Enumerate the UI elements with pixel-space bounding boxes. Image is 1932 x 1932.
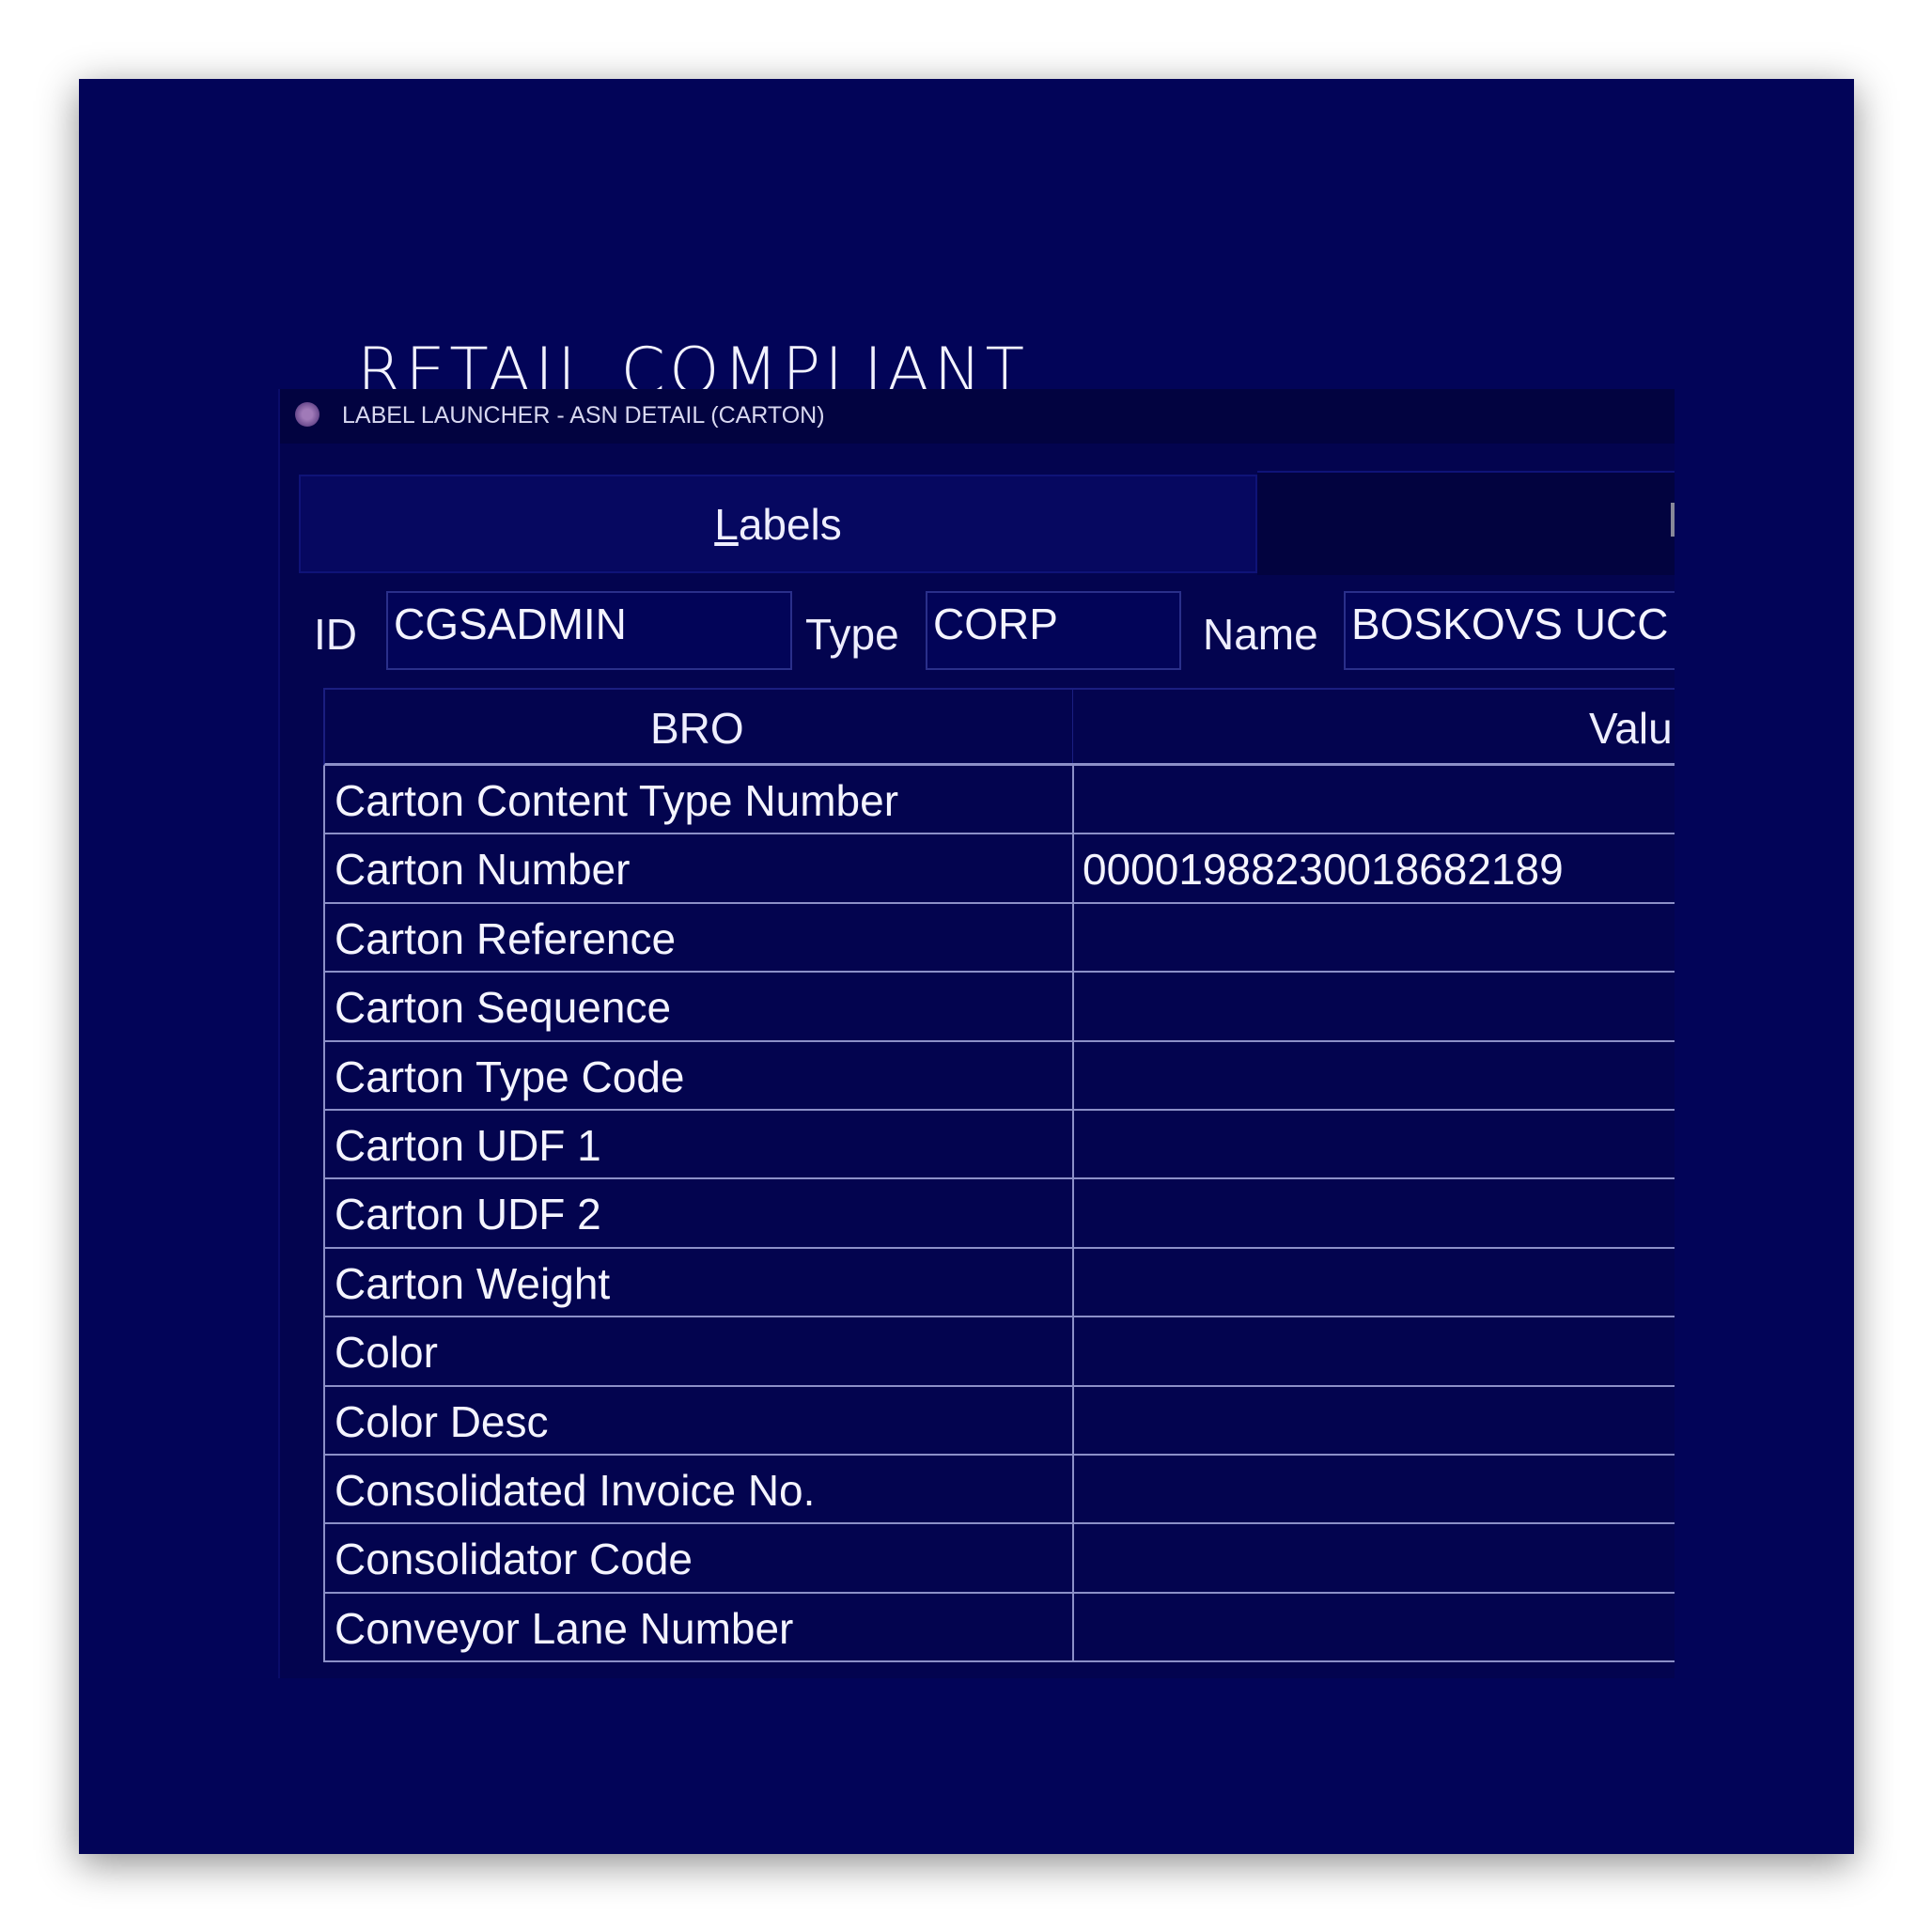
tab-label: abels [738,499,842,549]
tab-edge-mark [1671,503,1675,537]
bro-cell: Color Desc [335,1396,549,1446]
window-status-icon [295,402,319,427]
bro-cell: Carton Number [335,845,631,895]
name-field[interactable]: BOSKOVS UCC [1344,591,1675,670]
tab-other[interactable] [1257,471,1675,575]
window-title: LABEL LAUNCHER - ASN DETAIL (CARTON) [342,402,825,428]
window-titlebar: LABEL LAUNCHER - ASN DETAIL (CARTON) [280,389,1675,444]
table-row[interactable]: Color [323,1317,1675,1387]
label-launcher-window: LABEL LAUNCHER - ASN DETAIL (CARTON) Lab… [278,389,1675,1678]
type-field[interactable]: CORP [926,591,1181,670]
id-field[interactable]: CGSADMIN [386,591,792,670]
table-row[interactable]: Color Desc [323,1386,1675,1456]
value-cell[interactable]: 00001988230018682189 [1083,845,1564,895]
table-row[interactable]: Carton UDF 1 [323,1110,1675,1180]
column-divider [1072,1524,1074,1592]
bro-table: BRO Valu Carton Content Type Number Carto… [323,688,1675,1663]
bro-cell: Color [335,1328,438,1378]
bro-cell: Carton UDF 2 [335,1190,601,1239]
table-row[interactable]: Consolidator Code [323,1524,1675,1594]
column-divider [1072,1110,1074,1178]
table-row[interactable]: Carton Content Type Number [323,766,1675,835]
table-row[interactable]: Carton Type Code [323,1041,1675,1111]
tab-labels[interactable]: Labels [299,475,1257,573]
column-header-bro[interactable]: BRO [650,704,744,753]
column-divider [1072,1386,1074,1454]
table-row[interactable]: Carton UDF 2 [323,1179,1675,1249]
bro-cell: Carton Type Code [335,1052,685,1101]
bro-cell: Carton Reference [335,913,677,963]
column-divider [1072,1041,1074,1109]
bro-cell: Consolidated Invoice No. [335,1465,816,1515]
column-divider [1072,1593,1074,1661]
table-row[interactable]: Carton Weight [323,1248,1675,1318]
column-divider [1072,766,1074,834]
table-row[interactable]: Carton Sequence [323,973,1675,1042]
id-label: ID [314,610,357,659]
bro-cell: Carton UDF 1 [335,1120,601,1170]
column-divider [1072,973,1074,1040]
table-row[interactable]: Consolidated Invoice No. [323,1455,1675,1525]
column-divider [1072,903,1074,972]
bro-cell: Carton Weight [335,1258,611,1308]
table-body: Carton Content Type Number Carton Number 0… [323,766,1675,1663]
tab-mnemonic: L [714,499,739,549]
column-divider [1072,1455,1074,1523]
column-divider [1072,834,1074,902]
table-row[interactable]: Carton Number 00001988230018682189 [323,834,1675,904]
bro-cell: Conveyor Lane Number [335,1603,794,1653]
bro-cell: Carton Sequence [335,983,672,1033]
column-divider [1072,1248,1074,1317]
name-label: Name [1203,610,1318,659]
column-divider [1072,1317,1074,1385]
bro-cell: Consolidator Code [335,1535,693,1584]
table-header: BRO Valu [323,688,1675,766]
table-row[interactable]: Carton Reference [323,903,1675,974]
bro-cell: Carton Content Type Number [335,776,899,825]
column-header-value[interactable]: Valu [1589,704,1673,753]
type-label: Type [805,610,899,659]
column-divider [1072,1179,1074,1247]
table-row[interactable]: Conveyor Lane Number [323,1593,1675,1663]
header-divider [1072,690,1073,763]
